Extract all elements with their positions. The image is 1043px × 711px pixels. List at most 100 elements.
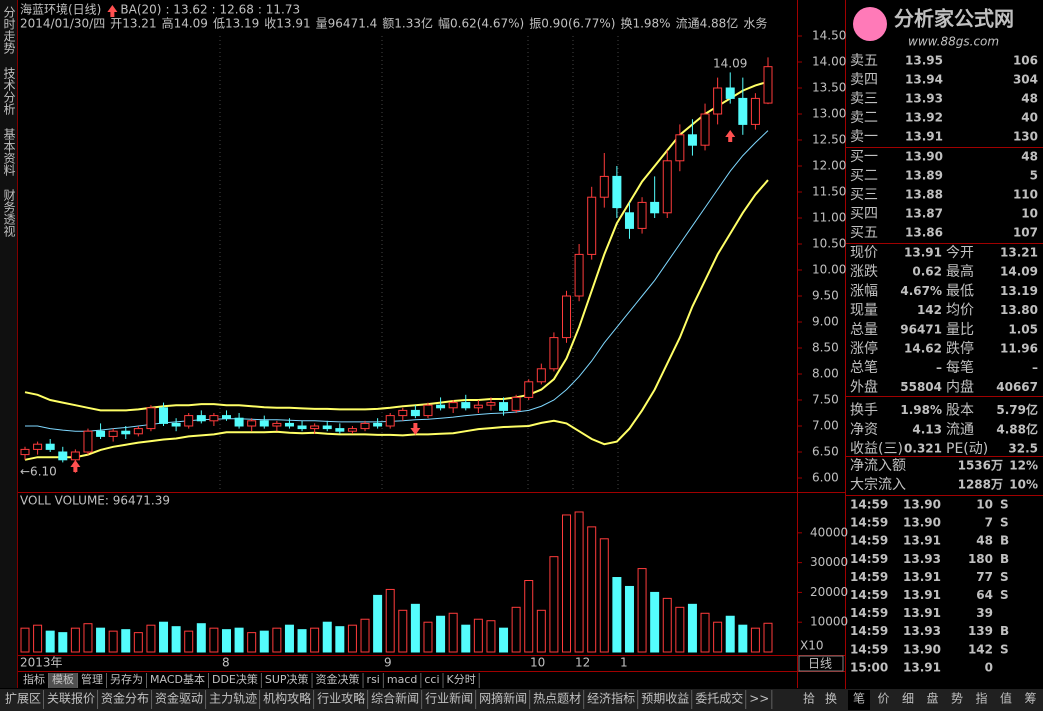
tool-tab[interactable]: DDE决策	[212, 672, 258, 686]
volume-multiplier: X10	[800, 639, 824, 653]
flow-label: 大宗流入	[850, 477, 906, 493]
candle-body	[259, 420, 269, 427]
stat-label: 总笔	[850, 360, 878, 376]
tick-time: 14:59	[850, 516, 888, 530]
stat-label: 最低	[946, 283, 974, 299]
candle-body	[448, 402, 458, 409]
bottom-tab[interactable]: 热点题材	[533, 692, 581, 706]
tool-tab[interactable]: 指标	[23, 672, 45, 686]
bottom-tab[interactable]: 主力轨迹	[209, 692, 257, 706]
bottom-tab[interactable]: 关联报价	[47, 691, 95, 706]
right-tab[interactable]: 价	[878, 692, 890, 706]
side-tab[interactable]: 分时走势	[2, 6, 16, 54]
book-price: 13.92	[905, 111, 943, 125]
candle-body	[209, 415, 219, 422]
candle-body	[184, 415, 194, 427]
book-label: 买三	[850, 187, 878, 203]
candle-body	[536, 368, 546, 383]
tick-price: 13.91	[903, 588, 941, 602]
volume-bar	[763, 622, 773, 653]
switch-tab[interactable]: 换	[825, 692, 837, 706]
candle-body	[436, 404, 446, 409]
period-label[interactable]: 日线	[808, 657, 832, 671]
right-tab[interactable]: 笔	[853, 691, 865, 706]
right-tab[interactable]: 指	[976, 691, 988, 706]
tick-side: S	[1000, 570, 1009, 584]
tool-tab[interactable]: SUP决策	[265, 672, 309, 686]
candle-body	[171, 422, 181, 427]
side-tab[interactable]: 基本资料	[2, 128, 16, 176]
bottom-tab[interactable]: 行业攻略	[317, 691, 365, 706]
candle-body	[335, 428, 345, 432]
stat-label: 涨停	[850, 340, 878, 357]
tick-price: 13.90	[903, 642, 941, 656]
right-tab[interactable]: 细	[902, 692, 914, 706]
date-label: 1	[620, 656, 628, 670]
volume-bar	[20, 627, 30, 653]
tick-volume: 48	[976, 534, 993, 548]
candle-body	[612, 175, 622, 209]
right-tab[interactable]: 势	[951, 692, 963, 706]
tool-tab[interactable]: K分时	[447, 673, 476, 686]
right-tab[interactable]: 筹	[1025, 692, 1037, 706]
bottom-tab[interactable]: 资金分布	[101, 691, 149, 706]
tool-tab[interactable]: cci	[424, 673, 439, 686]
bottom-tab[interactable]: >>	[749, 692, 769, 706]
volume-bar	[612, 577, 622, 653]
flow-amount: 1536万	[958, 459, 1003, 473]
volume-bar	[549, 556, 559, 653]
tool-tab[interactable]: rsi	[367, 673, 380, 686]
book-volume: 106	[1013, 54, 1038, 68]
bottom-tab[interactable]: 资金驱动	[155, 691, 203, 706]
volume-bar	[96, 627, 106, 653]
candle-body	[322, 425, 332, 430]
bottom-tab[interactable]: 扩展区	[5, 692, 41, 706]
stat-label: PE(动)	[946, 441, 988, 457]
bottom-tab[interactable]: 经济指标	[587, 691, 635, 706]
volume-bar	[738, 624, 748, 653]
tick-price: 13.91	[903, 570, 941, 584]
tool-tab[interactable]: 管理	[81, 672, 103, 686]
candle-body	[637, 201, 647, 229]
y-tick-label: 12.00	[812, 159, 846, 173]
bottom-tab[interactable]: 综合新闻	[371, 691, 419, 706]
tool-tab[interactable]: 另存为	[110, 672, 143, 686]
volume-bar	[347, 624, 357, 653]
stat-label: 总量	[850, 322, 878, 338]
tool-tab[interactable]: 资金决策	[316, 672, 360, 686]
flow-label: 净流入额	[850, 458, 906, 474]
book-volume: 107	[1013, 226, 1038, 240]
switch-tab[interactable]: 拾	[803, 691, 815, 706]
bottom-tab[interactable]: 网摘新闻	[479, 691, 527, 706]
volume-bar	[599, 538, 609, 653]
side-tab[interactable]: 技术分析	[2, 67, 16, 116]
right-tab[interactable]: 值	[1000, 691, 1012, 706]
volume-bar	[133, 632, 143, 653]
bottom-tab[interactable]: 预期收益	[641, 692, 689, 706]
bottom-tab[interactable]: 委托成交	[695, 691, 743, 706]
tool-tab[interactable]: macd	[387, 673, 418, 686]
side-bar	[0, 0, 17, 688]
tick-side: S	[1000, 498, 1009, 512]
stock-name: 海蓝环境(日线)	[20, 2, 101, 17]
y-tick-label: 30000	[810, 555, 848, 569]
side-tab[interactable]: 财务透视	[2, 189, 16, 237]
tick-time: 14:59	[850, 534, 888, 548]
bottom-tab[interactable]: 机构攻略	[263, 691, 311, 706]
tab-highlight	[848, 690, 870, 710]
tool-tab[interactable]: 模板	[52, 672, 74, 686]
candle-body	[662, 160, 672, 214]
volume-bar	[33, 624, 43, 653]
candle-body	[297, 425, 307, 430]
indicator-name: BA(20)	[120, 3, 161, 17]
stat-label: 涨跌	[850, 264, 878, 280]
candle-body	[70, 451, 80, 461]
candle-body	[20, 448, 30, 456]
book-label: 卖一	[850, 129, 878, 145]
tick-side: S	[1000, 516, 1009, 530]
right-tab[interactable]: 盘	[927, 691, 939, 706]
tick-side: B	[1000, 552, 1009, 566]
tool-tab[interactable]: MACD基本	[150, 672, 205, 686]
bottom-tab[interactable]: 行业新闻	[425, 691, 473, 706]
